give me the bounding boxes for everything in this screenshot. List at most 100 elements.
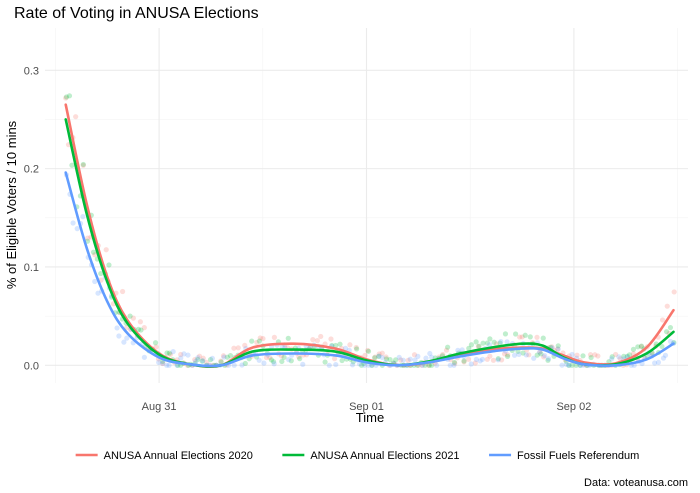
data-point [517,334,523,340]
data-point [504,339,510,345]
data-point [372,355,378,361]
data-point [300,361,306,367]
data-point [141,325,147,331]
data-point [671,289,677,295]
data-point [69,162,75,168]
data-point [92,252,98,258]
data-point [592,352,598,358]
data-point [519,334,525,340]
data-point [285,335,291,341]
data-point [626,352,633,358]
y-axis-ticks: 0.0 0.1 0.2 0.3 [24,65,39,372]
data-point [387,357,393,363]
data-point [429,362,435,368]
data-point [124,335,130,341]
data-point [314,338,320,344]
data-point [195,355,201,361]
data-point [526,352,532,358]
data-point [365,348,372,354]
data-point [540,335,546,341]
data-point [616,354,622,360]
data-point [630,346,637,352]
data-point [218,358,224,364]
series-line [64,171,675,368]
data-point [192,357,198,363]
data-point [90,249,97,255]
data-point [452,360,458,366]
data-point [281,354,287,360]
data-point [545,356,552,362]
data-point [574,352,580,358]
data-point [127,313,133,319]
data-point [479,356,486,362]
data-point [383,356,390,362]
data-point [465,356,472,362]
data-point [443,347,450,353]
data-point [555,343,561,349]
data-point [209,355,215,361]
data-point [587,352,594,358]
data-point [531,355,537,361]
data-point [331,356,338,362]
data-point [220,353,227,359]
data-point [347,342,353,348]
data-point [461,358,467,364]
data-point [333,361,339,368]
data-point [477,358,483,364]
data-point [569,351,575,358]
data-point [638,343,644,350]
data-point [257,335,263,341]
data-point [468,361,474,367]
data-point [322,359,328,365]
data-point [660,355,667,361]
data-point [121,339,127,345]
data-point [267,355,273,361]
data-point [74,226,80,232]
data-point [534,334,540,340]
data-point [393,357,399,363]
data-point [221,354,227,360]
legend-label: Fossil Fuels Referendum [517,450,639,462]
grid-major [45,28,688,383]
data-point [667,324,674,331]
data-point [400,357,406,363]
data-point [663,329,670,335]
legend-label: ANUSA Annual Elections 2020 [104,450,253,462]
data-point [491,339,497,345]
data-point [376,353,382,359]
data-point [609,356,615,362]
data-point [349,362,356,368]
data-point [339,357,345,364]
data-point [412,357,418,363]
data-point [164,362,170,368]
data-point [516,351,522,358]
data-point [235,345,241,351]
data-point [365,347,371,354]
data-point [135,326,142,332]
data-point [200,358,206,364]
data-point [231,362,237,368]
data-point [239,362,245,368]
legend-label: ANUSA Annual Elections 2021 [310,450,459,462]
chart-title: Rate of Voting in ANUSA Elections [14,5,259,22]
data-point [537,349,543,355]
data-point [563,361,570,368]
data-point [181,351,187,357]
x-axis-ticks: Aug 31 Sep 01 Sep 02 [142,401,592,413]
data-point [487,342,493,348]
data-point [141,354,147,360]
data-point [511,352,518,358]
data-point [362,362,368,368]
data-point [328,336,334,342]
data-point [288,358,294,364]
data-point [580,353,586,359]
data-point [447,362,453,368]
data-point [425,362,432,368]
data-point [493,341,500,347]
data-point [566,362,572,368]
data-point [376,351,382,357]
data-point [451,362,457,368]
data-point [484,356,490,362]
data-point [80,161,86,168]
data-point [423,355,429,361]
